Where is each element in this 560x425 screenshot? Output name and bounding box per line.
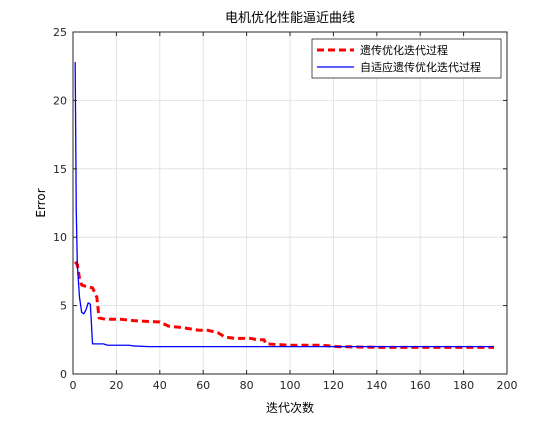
y-axis-label: Error: [34, 188, 48, 217]
x-tick-label: 80: [240, 379, 254, 392]
x-tick-label: 40: [153, 379, 167, 392]
x-tick-label: 0: [70, 379, 77, 392]
x-tick-label: 200: [497, 379, 518, 392]
series-line-adaptive: [74, 62, 494, 348]
x-tick-label: 160: [410, 379, 431, 392]
x-tick-label: 100: [280, 379, 301, 392]
series-line-genetic: [73, 260, 494, 349]
legend-label-adaptive: 自适应遗传优化迭代过程: [360, 60, 481, 74]
legend: 遗传优化迭代过程 自适应遗传优化迭代过程: [311, 38, 502, 79]
data-series: [73, 62, 494, 349]
x-axis-label: 迭代次数: [266, 400, 314, 415]
y-tick-label: 5: [60, 300, 67, 313]
x-tick-label: 140: [366, 379, 387, 392]
x-tick-label: 60: [196, 379, 210, 392]
chart-title: 电机优化性能逼近曲线: [225, 11, 355, 26]
x-tick-label: 20: [109, 379, 123, 392]
y-tick-label: 20: [53, 94, 67, 107]
axis-ticks: 0 20 40 60 80 100 120 140 160 180 200 0 5 10 15 20 25: [53, 26, 518, 392]
y-tick-label: 0: [60, 368, 67, 381]
legend-box: [311, 38, 502, 79]
legend-label-genetic: 遗传优化迭代过程: [360, 43, 448, 57]
y-tick-label: 25: [53, 26, 67, 39]
y-tick-label: 15: [53, 163, 67, 176]
x-tick-label: 180: [453, 379, 474, 392]
x-tick-label: 120: [323, 379, 344, 392]
y-tick-label: 10: [53, 231, 67, 244]
